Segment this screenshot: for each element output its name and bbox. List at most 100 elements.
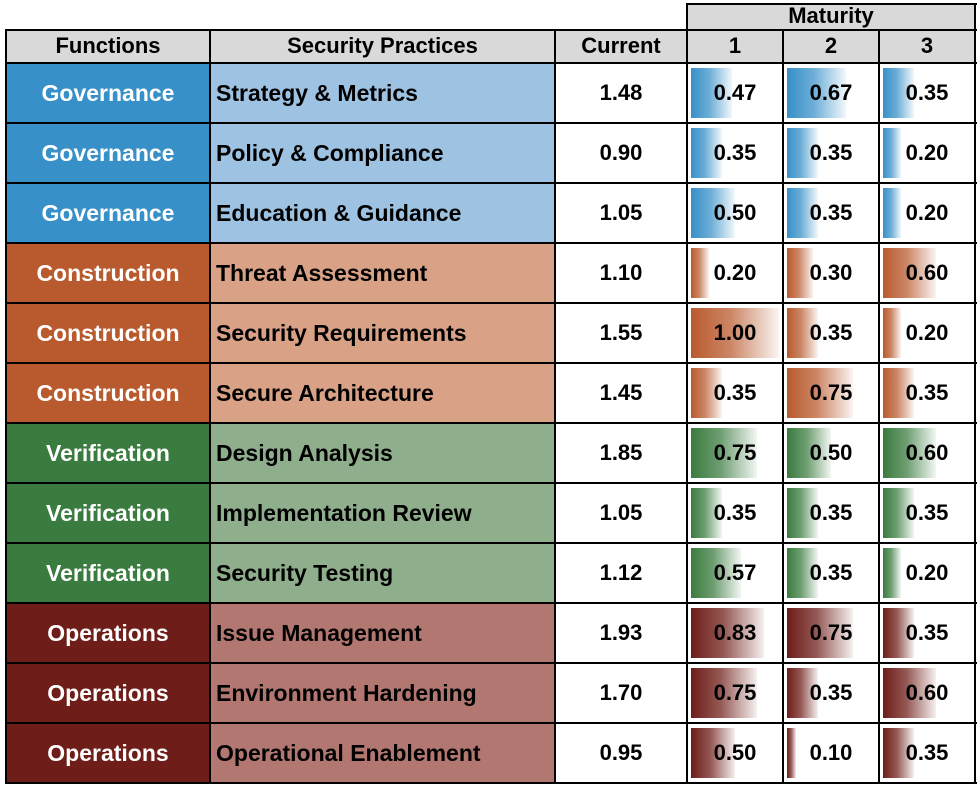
function-cell-text: Governance <box>41 199 175 226</box>
grid-line-horizontal <box>6 782 977 784</box>
maturity-level-3-cell-text: 0.20 <box>905 200 949 225</box>
maturity-level-1-cell: 0.35 <box>687 363 783 423</box>
function-cell: Construction <box>6 243 210 303</box>
maturity-level-1-cell: 0.35 <box>687 123 783 183</box>
maturity-level-2-cell: 0.50 <box>783 423 879 483</box>
data-bar <box>691 128 722 178</box>
maturity-level-1-cell: 0.35 <box>687 483 783 543</box>
maturity-level-2-cell-text: 0.35 <box>809 200 853 225</box>
header-level-3-text: 3 <box>920 33 934 58</box>
function-cell-text: Verification <box>46 439 170 466</box>
grid-line-horizontal <box>6 482 977 484</box>
function-cell: Governance <box>6 183 210 243</box>
data-bar <box>691 488 722 538</box>
header-functions-text: Functions <box>55 33 161 58</box>
maturity-level-2-cell: 0.35 <box>783 123 879 183</box>
practice-cell: Security Requirements <box>210 303 555 363</box>
grid-line-horizontal <box>6 29 977 31</box>
data-bar <box>691 548 742 598</box>
function-cell: Governance <box>6 63 210 123</box>
practice-cell: Threat Assessment <box>210 243 555 303</box>
grid-line-horizontal <box>6 242 977 244</box>
data-bar <box>691 368 722 418</box>
maturity-level-3-cell-text: 0.20 <box>905 320 949 345</box>
data-bar <box>691 68 733 118</box>
function-cell: Governance <box>6 123 210 183</box>
maturity-level-2-cell-text: 0.67 <box>809 80 853 105</box>
header-current: Current <box>555 29 687 63</box>
data-bar <box>883 728 914 778</box>
maturity-level-2-cell-text: 0.75 <box>809 380 853 405</box>
maturity-level-2-cell-text: 0.50 <box>809 440 853 465</box>
practice-cell-text: Design Analysis <box>216 439 393 466</box>
data-bar <box>883 548 901 598</box>
grid-line-vertical <box>554 29 556 784</box>
data-bar <box>787 308 818 358</box>
maturity-level-3-cell: 0.35 <box>879 723 975 783</box>
maturity-level-3-cell: 0.60 <box>879 243 975 303</box>
grid-line-horizontal <box>6 602 977 604</box>
maturity-level-2-cell: 0.35 <box>783 543 879 603</box>
maturity-group-header: Maturity <box>687 3 975 29</box>
current-score-cell-text: 1.93 <box>599 620 643 645</box>
data-bar <box>787 488 818 538</box>
maturity-level-3-cell-text: 0.20 <box>905 560 949 585</box>
maturity-level-3-cell: 0.35 <box>879 603 975 663</box>
practice-cell: Policy & Compliance <box>210 123 555 183</box>
maturity-level-2-cell-text: 0.75 <box>809 620 853 645</box>
grid-line-horizontal <box>6 722 977 724</box>
data-bar <box>883 248 936 298</box>
maturity-level-1-cell: 0.75 <box>687 663 783 723</box>
data-bar <box>883 668 936 718</box>
maturity-level-2-cell-text: 0.35 <box>809 140 853 165</box>
header-level-1: 1 <box>687 29 783 63</box>
maturity-level-2-cell: 0.10 <box>783 723 879 783</box>
current-score-cell-text: 0.95 <box>599 740 643 765</box>
maturity-level-1-cell: 0.83 <box>687 603 783 663</box>
maturity-level-3-cell: 0.20 <box>879 123 975 183</box>
maturity-level-2-cell-text: 0.10 <box>809 740 853 765</box>
current-score-cell: 0.90 <box>555 123 687 183</box>
header-current-text: Current <box>581 33 661 58</box>
function-cell: Construction <box>6 303 210 363</box>
maturity-level-1-cell: 0.50 <box>687 183 783 243</box>
practice-cell: Operational Enablement <box>210 723 555 783</box>
current-score-cell-text: 1.05 <box>599 500 643 525</box>
maturity-level-2-cell: 0.30 <box>783 243 879 303</box>
maturity-level-1-cell-text: 0.47 <box>713 80 757 105</box>
maturity-level-1-cell-text: 0.50 <box>713 740 757 765</box>
header-level-2: 2 <box>783 29 879 63</box>
data-bar <box>691 248 709 298</box>
current-score-cell: 1.70 <box>555 663 687 723</box>
maturity-level-1-cell-text: 0.75 <box>713 680 757 705</box>
maturity-level-1-cell-text: 0.83 <box>713 620 757 645</box>
practice-cell: Design Analysis <box>210 423 555 483</box>
function-cell-text: Construction <box>36 379 180 406</box>
data-bar <box>883 308 901 358</box>
maturity-level-1-cell-text: 0.75 <box>713 440 757 465</box>
current-score-cell-text: 1.10 <box>599 260 643 285</box>
maturity-level-2-cell: 0.67 <box>783 63 879 123</box>
grid-line-vertical <box>686 3 688 784</box>
function-cell: Construction <box>6 363 210 423</box>
header-level-2-text: 2 <box>824 33 838 58</box>
header-security-practices: Security Practices <box>210 29 555 63</box>
current-score-cell: 1.05 <box>555 483 687 543</box>
grid-line-horizontal <box>6 122 977 124</box>
maturity-level-2-cell-text: 0.35 <box>809 500 853 525</box>
current-score-cell-text: 1.05 <box>599 200 643 225</box>
maturity-level-2-cell: 0.35 <box>783 183 879 243</box>
function-cell-text: Construction <box>36 259 180 286</box>
current-score-cell-text: 1.85 <box>599 440 643 465</box>
current-score-cell-text: 1.45 <box>599 380 643 405</box>
current-score-cell-text: 1.55 <box>599 320 643 345</box>
maturity-level-3-cell-text: 0.35 <box>905 380 949 405</box>
maturity-level-3-cell: 0.20 <box>879 183 975 243</box>
maturity-level-2-cell: 0.75 <box>783 603 879 663</box>
function-cell-text: Governance <box>41 139 175 166</box>
maturity-level-2-cell: 0.35 <box>783 303 879 363</box>
function-cell: Verification <box>6 543 210 603</box>
practice-cell-text: Threat Assessment <box>216 259 428 286</box>
function-cell-text: Verification <box>46 499 170 526</box>
maturity-level-3-cell-text: 0.35 <box>905 80 949 105</box>
